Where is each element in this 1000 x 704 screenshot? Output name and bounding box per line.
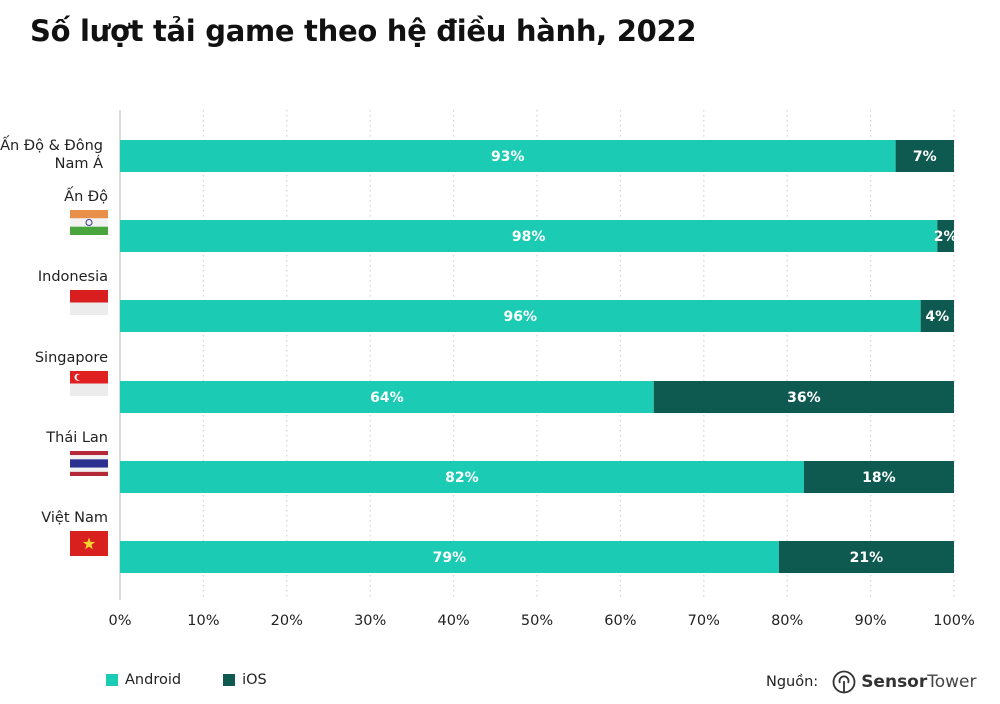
flag-india-icon [70, 210, 108, 235]
bar-label-ios: 36% [787, 390, 821, 406]
x-tick-label: 40% [437, 613, 469, 629]
bar-android [120, 381, 654, 413]
legend: Android iOS [106, 672, 309, 688]
flag-chakra [85, 219, 93, 226]
bar-label-ios: 21% [850, 550, 884, 566]
bar-android [120, 140, 896, 172]
brand-name-bold: Sensor [861, 672, 928, 692]
bar-ios [937, 220, 954, 252]
bar-ios [803, 461, 954, 493]
chart-title: Số lượt tải game theo hệ điều hành, 2022 [30, 14, 697, 48]
flag-stripe [70, 383, 108, 396]
x-tick-label: 100% [933, 613, 974, 629]
flag-star [82, 537, 96, 550]
source-label: Nguồn: [766, 674, 819, 690]
flag-stripe [70, 210, 108, 219]
flag-stripe [70, 455, 108, 460]
bar-android [120, 300, 921, 332]
flag-indonesia-icon [70, 290, 108, 315]
category-label: Ấn Độ [64, 186, 108, 205]
bar-label-android: 93% [491, 149, 525, 165]
bar-android [120, 541, 779, 573]
flag-stripe [70, 226, 108, 235]
flag-stripe [70, 451, 108, 456]
legend-label-ios: iOS [242, 672, 267, 688]
x-tick-label: 0% [108, 613, 131, 629]
bar-label-ios: 18% [862, 470, 896, 486]
bar-label-android: 98% [512, 229, 546, 245]
sensortower-logo: Sensor Tower [832, 670, 977, 694]
brand-name-light: Tower [927, 672, 977, 692]
flag-thailand-icon [70, 451, 108, 476]
flag-vietnam-icon [70, 531, 108, 556]
bar-ios [653, 381, 954, 413]
flag-stripe [70, 471, 108, 476]
x-tick-label: 10% [187, 613, 219, 629]
category-label: Nam Á [55, 155, 103, 172]
category-label: Indonesia [38, 269, 108, 285]
sensortower-logo-icon [832, 670, 856, 694]
category-label: Singapore [35, 350, 108, 366]
legend-item-ios: iOS [223, 672, 267, 688]
flag-stripe [70, 290, 108, 303]
category-label: Thái Lan [45, 430, 108, 446]
legend-item-android: Android [106, 672, 181, 688]
x-tick-label: 90% [854, 613, 886, 629]
legend-label-android: Android [125, 672, 182, 688]
x-tick-label: 20% [271, 613, 303, 629]
bar-ios [920, 300, 954, 332]
bar-label-ios: 2% [934, 229, 958, 245]
x-tick-label: 80% [771, 613, 803, 629]
flag-stripe [70, 467, 108, 472]
bar-label-android: 79% [433, 550, 467, 566]
legend-swatch-ios [223, 674, 236, 686]
x-tick-label: 30% [354, 613, 386, 629]
x-tick-label: 50% [521, 613, 553, 629]
bar-label-android: 96% [504, 309, 538, 325]
category-label: Việt Nam [41, 510, 108, 526]
legend-swatch-android [106, 674, 118, 686]
x-tick-label: 70% [688, 613, 720, 629]
flag-stripe [70, 459, 108, 468]
source: Nguồn: Sensor Tower [766, 670, 977, 694]
category-label: Ấn Độ & Đông [0, 135, 103, 154]
bar-label-android: 64% [370, 390, 404, 406]
bar-ios [778, 541, 954, 573]
bar-label-ios: 7% [913, 149, 937, 165]
flag-stripe [70, 218, 108, 227]
bar-ios [895, 140, 954, 172]
bar-label-android: 82% [445, 470, 479, 486]
bar-android [120, 461, 804, 493]
x-tick-label: 60% [604, 613, 636, 629]
flag-stripe [70, 302, 108, 315]
bar-android [120, 220, 938, 252]
flag-crescent-cut [76, 374, 83, 381]
flag-singapore-icon [70, 371, 108, 396]
bar-label-ios: 4% [925, 309, 949, 325]
